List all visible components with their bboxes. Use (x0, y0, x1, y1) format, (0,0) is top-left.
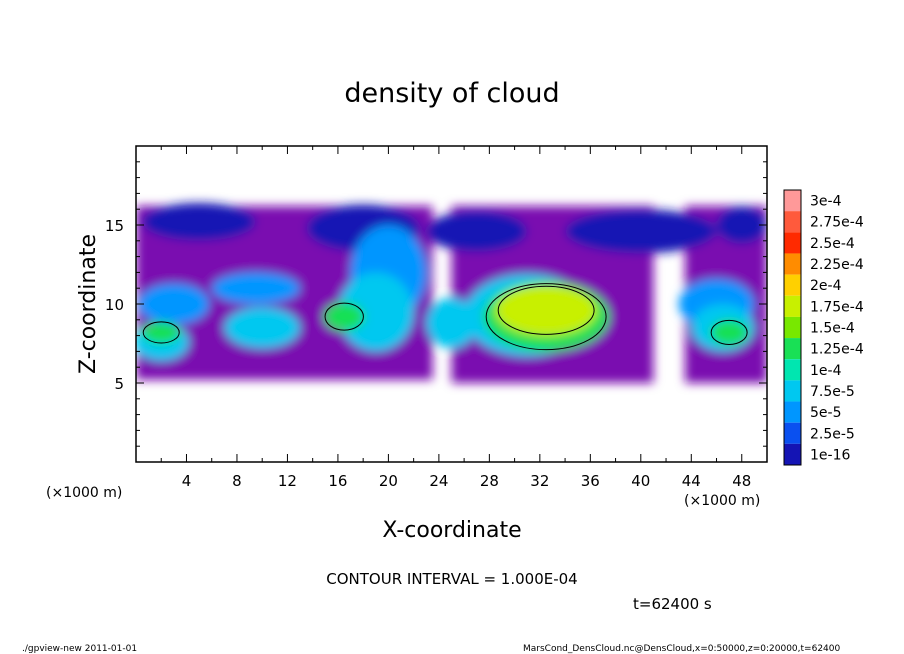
x-tick-label: 32 (530, 472, 549, 490)
colorbar-label: 2.75e-4 (810, 215, 864, 231)
colorbar-frame (783, 189, 802, 466)
colorbar-label: 1e-4 (810, 363, 842, 379)
cloud-density-blob (142, 202, 256, 241)
colorbar-swatch (784, 211, 801, 233)
x-tick-label: 24 (429, 472, 448, 490)
cloud-density-blob (710, 319, 749, 346)
x-tick-label: 44 (682, 472, 701, 490)
time-label: t=62400 s (633, 595, 712, 613)
cloud-density-blob (224, 307, 301, 349)
x-tick-label: 48 (732, 472, 751, 490)
colorbar-label: 5e-5 (810, 405, 841, 421)
cloud-density-blob (142, 321, 181, 344)
footer-right: MarsCond_DensCloud.nc@DensCloud,x=0:5000… (523, 644, 840, 654)
colorbar-swatch (784, 401, 801, 423)
chart-title: density of cloud (344, 78, 559, 109)
x-tick-label: 16 (328, 472, 347, 490)
colorbar-swatch (784, 422, 801, 444)
cloud-density-blob (426, 297, 477, 349)
cloud-field (136, 202, 767, 383)
footer-left: ./gpview-new 2011-01-01 (22, 644, 137, 654)
colorbar: 3e-4 2.75e-4 2.5e-4 2.25e-4 2e-4 1.75e-4 1.5e-… (783, 189, 864, 466)
contour-line (497, 285, 595, 335)
cloud-density-blob (324, 302, 365, 331)
colorbar-label: 2.5e-4 (810, 236, 855, 252)
x-tick-label: 28 (480, 472, 499, 490)
contour-line (142, 321, 180, 344)
x-tick-label: 12 (278, 472, 297, 490)
colorbar-label: 1.75e-4 (810, 299, 864, 315)
colorbar-swatch (784, 253, 801, 275)
cloud-density-blob (211, 272, 301, 305)
colorbar-label: 2e-4 (810, 278, 842, 294)
cloud-density-blob (337, 272, 414, 352)
colorbar-label: 1.25e-4 (810, 342, 864, 358)
y-unit-label: (×1000 m) (46, 485, 122, 501)
x-tick-label: 40 (631, 472, 650, 490)
x-unit-label: (×1000 m) (684, 493, 760, 509)
colorbar-label: 2.25e-4 (810, 257, 864, 273)
cloud-density-blob (565, 209, 717, 254)
colorbar-swatch (784, 380, 801, 402)
colorbar-label: 7.5e-5 (810, 384, 855, 400)
y-axis-label: Z-coordinate (76, 234, 101, 374)
contour-line (485, 283, 607, 351)
y-tick-label: 5 (114, 375, 124, 393)
x-tick-label: 20 (379, 472, 398, 490)
x-axis-label: X-coordinate (382, 518, 521, 543)
colorbar-swatch (784, 274, 801, 296)
contour-line (324, 302, 364, 331)
x-tick-label: 4 (182, 472, 192, 490)
colorbar-swatch (784, 190, 801, 212)
colorbar-swatch (784, 443, 801, 465)
y-tick-label: 15 (105, 217, 124, 235)
colorbar-swatch (784, 295, 801, 317)
colorbar-swatch (784, 316, 801, 339)
colorbar-label: 2.5e-5 (810, 426, 855, 442)
colorbar-swatch (784, 232, 801, 254)
contour-line (710, 319, 748, 345)
cloud-density-blob (716, 206, 767, 244)
x-tick-label: 36 (581, 472, 600, 490)
cloud-density-blob (138, 283, 210, 325)
x-tick-label: 8 (232, 472, 242, 490)
contour-interval-note: CONTOUR INTERVAL = 1.000E-04 (326, 570, 577, 588)
colorbar-swatch (784, 359, 801, 381)
colorbar-label: 1.5e-4 (810, 321, 855, 337)
y-tick-label: 10 (105, 296, 124, 314)
colorbar-swatch (784, 338, 801, 360)
colorbar-label: 1e-16 (810, 447, 850, 463)
cloud-density-blob (426, 210, 528, 252)
colorbar-label: 3e-4 (810, 194, 842, 210)
cloud-density-blob (495, 285, 597, 336)
